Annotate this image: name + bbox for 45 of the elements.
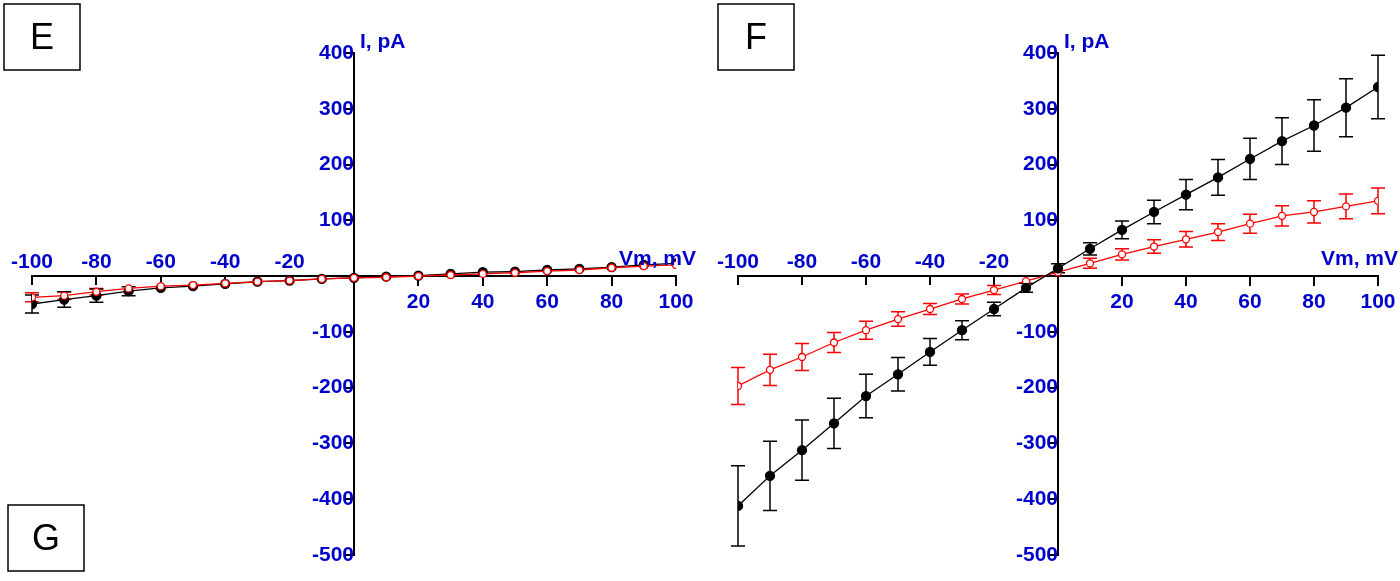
y-tick-label: -300	[311, 430, 354, 454]
x-tick-label: 20	[406, 288, 431, 312]
chart-title: E	[29, 15, 55, 57]
x-tick-label: 60	[1238, 288, 1262, 312]
annotation: G	[31, 516, 61, 558]
x2-tick-label: -20	[274, 248, 305, 272]
x-tick-label: 20	[1110, 288, 1134, 312]
y-tick-label: 200	[1022, 151, 1058, 175]
x2-tick-label: -20	[978, 248, 1010, 272]
y-tick-label: -300	[1015, 430, 1058, 454]
x2-tick-label: -40	[914, 248, 946, 272]
x-axis-title: Vm, mV	[1320, 246, 1398, 270]
x-tick-label: 100	[1360, 288, 1396, 312]
x2-tick-label: -100	[10, 248, 54, 272]
y-tick-label: -400	[311, 486, 354, 510]
y-tick-label: 300	[318, 95, 354, 119]
chart-title: F	[745, 15, 767, 57]
y-axis-title: I, pA	[1064, 28, 1110, 52]
x2-tick-label: -80	[786, 248, 818, 272]
y-tick-label: -500	[1015, 541, 1058, 565]
y-tick-label: 100	[1022, 207, 1058, 231]
y-tick-label: -100	[311, 318, 354, 342]
x2-tick-label: -100	[716, 248, 760, 272]
x-tick-label: 100	[658, 288, 694, 312]
y-tick-label: -200	[1015, 374, 1058, 398]
x-axis-title: Vm, mV	[618, 246, 696, 270]
x2-tick-label: -80	[81, 248, 112, 272]
y-tick-label: 300	[1022, 95, 1058, 119]
y-tick-label: 100	[318, 207, 354, 231]
x2-tick-label: -60	[145, 248, 176, 272]
x-tick-label: 40	[1174, 288, 1198, 312]
x2-tick-label: -60	[850, 248, 882, 272]
y-tick-label: -200	[311, 374, 354, 398]
x-tick-label: 80	[1302, 288, 1326, 312]
y-tick-label: -100	[1015, 318, 1058, 342]
y-tick-label: 200	[318, 151, 354, 175]
x-tick-label: 40	[471, 288, 495, 312]
y-tick-label: 400	[318, 39, 354, 63]
y-axis-title: I, pA	[360, 28, 406, 52]
x-tick-label: 80	[599, 288, 624, 312]
y-tick-label: -400	[1015, 486, 1058, 510]
y-tick-label: 400	[1022, 39, 1058, 63]
x2-tick-label: -40	[210, 248, 241, 272]
x-tick-label: 60	[535, 288, 559, 312]
y-tick-label: -500	[311, 541, 354, 565]
